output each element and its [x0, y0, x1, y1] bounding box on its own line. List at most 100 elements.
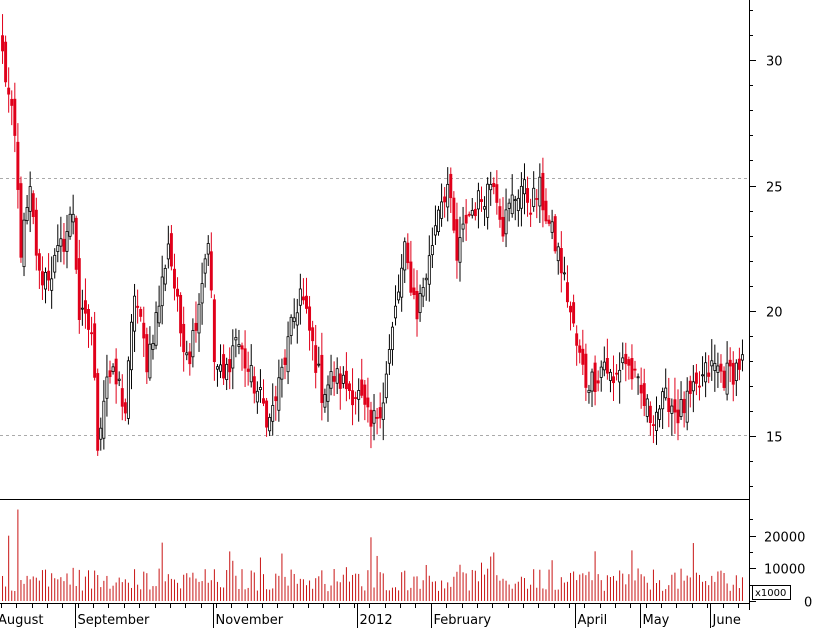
candle [363, 379, 367, 421]
candle [311, 320, 315, 361]
volume-unit-text: x1000 [755, 588, 786, 599]
candle [123, 398, 127, 422]
candle [694, 363, 698, 396]
candle [56, 224, 60, 263]
candle [443, 187, 447, 218]
candle [464, 199, 468, 241]
candle [529, 198, 533, 227]
candle [519, 172, 523, 227]
candle [427, 235, 431, 302]
candle [176, 277, 180, 312]
candle [323, 388, 327, 413]
candle [277, 359, 281, 422]
candle [154, 301, 158, 350]
candle [191, 318, 195, 368]
candle [139, 306, 143, 322]
candle [658, 404, 662, 428]
candle [301, 278, 305, 305]
candle [329, 354, 333, 396]
candle [495, 170, 499, 215]
candle [258, 369, 262, 403]
candle [642, 368, 646, 417]
candle [384, 361, 388, 404]
candle [71, 194, 75, 235]
candle [691, 365, 695, 413]
candle [99, 417, 103, 451]
candle [10, 90, 14, 126]
candle [298, 273, 302, 325]
candle [326, 375, 330, 422]
candle [719, 354, 723, 383]
candle [492, 177, 496, 195]
candle [584, 343, 588, 401]
time-label: May [643, 613, 670, 628]
volume-tick-label: 10000 [764, 563, 805, 578]
candle [206, 235, 210, 266]
candle [667, 377, 671, 428]
candle [562, 256, 566, 281]
volume-bars [2, 509, 743, 601]
candle [704, 352, 708, 398]
candle [630, 344, 634, 390]
candle [157, 285, 161, 327]
candle [4, 35, 8, 87]
candle [292, 298, 296, 329]
candle [433, 205, 437, 245]
candle [126, 356, 130, 425]
candle [117, 371, 121, 387]
candle [430, 227, 434, 268]
candle [136, 289, 140, 324]
candle [271, 383, 275, 436]
candle [34, 197, 38, 271]
candle [145, 327, 149, 384]
candle [639, 367, 643, 409]
price-tick-label: 15 [766, 431, 783, 446]
candle [249, 344, 253, 388]
candle [440, 183, 444, 227]
candle [559, 231, 563, 293]
candle [612, 355, 615, 402]
candle [295, 298, 299, 344]
candle [360, 358, 364, 399]
candle [59, 216, 63, 263]
candle [120, 374, 124, 421]
candle [381, 382, 385, 441]
candle [7, 67, 11, 113]
candle [387, 334, 391, 376]
volume-axis-ticks: 0 10000 20000 [749, 519, 812, 611]
candle [262, 379, 265, 407]
candle [22, 212, 26, 277]
candle [553, 214, 557, 254]
candle [338, 366, 342, 410]
candle [602, 346, 606, 377]
candle [320, 332, 324, 421]
candle [13, 82, 17, 153]
candle [351, 368, 355, 426]
candle [470, 198, 474, 219]
candle [550, 209, 554, 240]
candle [354, 391, 358, 415]
candle [590, 368, 594, 407]
candle [317, 346, 321, 368]
candle [670, 398, 674, 436]
candle [47, 253, 51, 292]
candle [369, 401, 373, 449]
candle [142, 306, 146, 357]
candle [314, 324, 318, 389]
candle [664, 368, 668, 401]
candle [219, 344, 222, 379]
candle [209, 232, 213, 299]
candle [599, 360, 603, 392]
candle [166, 225, 170, 269]
candle [532, 171, 536, 212]
candle [65, 214, 69, 269]
candle [378, 392, 382, 429]
candle [716, 352, 720, 388]
candle [200, 262, 204, 325]
candle [740, 339, 744, 372]
candle [234, 328, 238, 358]
candle [68, 206, 72, 240]
candle [409, 240, 413, 296]
candle [461, 206, 465, 243]
